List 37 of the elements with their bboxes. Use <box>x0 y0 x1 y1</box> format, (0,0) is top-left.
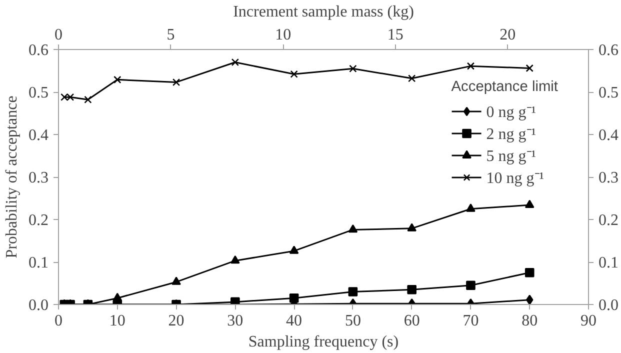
x-axis-title: Sampling frequency (s) <box>248 334 399 350</box>
x-tick-label: 30 <box>227 312 244 330</box>
y-tick-label: 0.5 <box>28 84 48 102</box>
legend-label: 2 ng g⁻¹ <box>486 125 536 144</box>
x2-tick-label: 0 <box>54 26 62 44</box>
y-tick-label: 0.4 <box>28 127 48 144</box>
y2-tick-label: 0.4 <box>598 127 618 144</box>
x2-tick-label: 5 <box>166 26 175 44</box>
x2-tick-label: 10 <box>275 26 292 44</box>
y2-tick-label: 0.3 <box>598 170 618 186</box>
y2-tick-label: 0.0 <box>598 297 618 314</box>
x-tick-label: 80 <box>522 312 538 330</box>
y-tick-label: 0.2 <box>28 212 48 229</box>
y-tick-label: 0.1 <box>28 254 48 272</box>
y-tick-label: 0.3 <box>28 170 48 186</box>
y2-tick-label: 0.6 <box>598 42 618 59</box>
x-tick-label: 50 <box>344 312 361 330</box>
x-tick-label: 60 <box>404 312 420 330</box>
legend-label: 0 ng g⁻¹ <box>486 103 536 122</box>
x2-tick-label: 20 <box>500 26 516 44</box>
y2-tick-label: 0.1 <box>598 254 618 272</box>
y-tick-label: 0.6 <box>28 42 48 59</box>
x2-tick-label: 15 <box>387 26 404 44</box>
x-tick-label: 40 <box>286 312 302 330</box>
legend-label: 10 ng g⁻¹ <box>486 169 544 188</box>
y-tick-label: 0.0 <box>28 297 48 314</box>
legend-title: Acceptance limit <box>451 79 558 95</box>
legend-label: 5 ng g⁻¹ <box>486 147 536 166</box>
x-tick-label: 10 <box>109 312 126 330</box>
y2-tick-label: 0.2 <box>598 212 618 229</box>
x2-axis-title: Increment sample mass (kg) <box>233 4 414 20</box>
y-axis-title: Probability of acceptance <box>4 96 20 258</box>
y2-tick-label: 0.5 <box>598 84 618 102</box>
x-tick-label: 90 <box>580 312 596 330</box>
x-tick-label: 0 <box>54 312 62 330</box>
x-tick-label: 70 <box>462 312 479 330</box>
x-tick-label: 20 <box>168 312 184 330</box>
